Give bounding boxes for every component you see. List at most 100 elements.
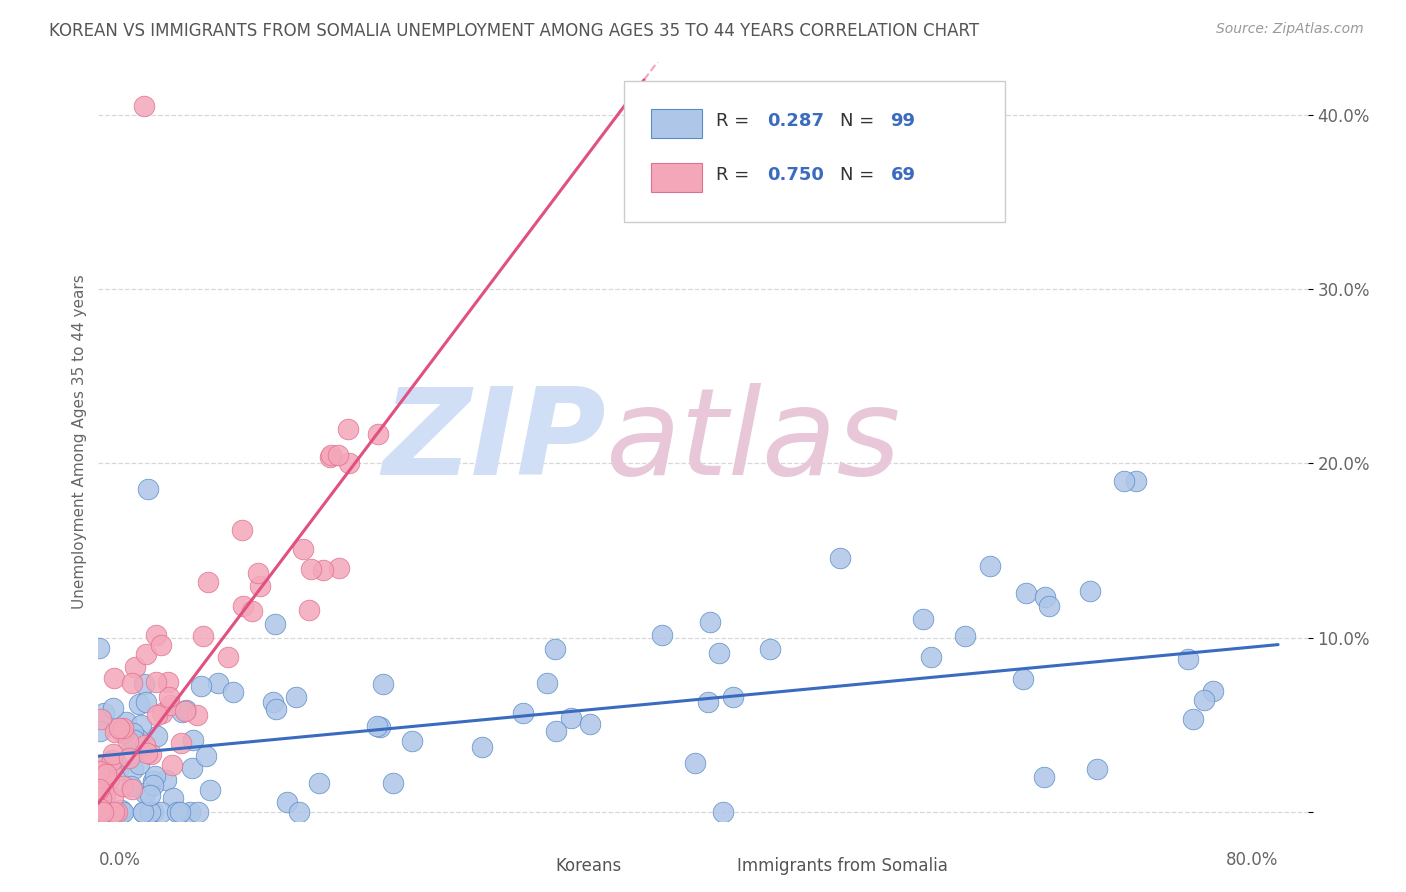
Point <box>103 671 125 685</box>
Point <box>828 551 851 566</box>
Point <box>157 690 180 704</box>
Point <box>145 769 167 783</box>
Text: Immigrants from Somalia: Immigrants from Somalia <box>737 857 948 875</box>
Point <box>721 690 744 705</box>
Point <box>1033 770 1056 784</box>
Point <box>104 805 127 819</box>
Point <box>298 603 321 617</box>
FancyBboxPatch shape <box>651 163 702 192</box>
Point <box>187 805 209 819</box>
Point <box>337 456 360 470</box>
Point <box>162 758 184 772</box>
Text: 69: 69 <box>890 167 915 185</box>
Point <box>87 641 110 656</box>
Point <box>132 676 155 690</box>
Point <box>368 720 391 734</box>
Point <box>134 99 156 113</box>
Point <box>179 805 201 819</box>
Point <box>953 629 976 643</box>
Point <box>90 712 112 726</box>
Point <box>366 426 388 441</box>
Point <box>249 579 271 593</box>
Point <box>156 674 179 689</box>
Point <box>90 759 112 773</box>
Point <box>276 796 298 810</box>
Point <box>1125 474 1147 488</box>
Point <box>1182 712 1205 726</box>
Point <box>155 773 177 788</box>
Text: Koreans: Koreans <box>555 857 621 875</box>
Text: 0.0%: 0.0% <box>98 851 141 869</box>
Point <box>291 542 314 557</box>
Point <box>124 659 146 673</box>
Point <box>111 721 134 735</box>
Point <box>94 761 117 775</box>
Point <box>711 805 734 819</box>
Point <box>91 800 114 814</box>
Y-axis label: Unemployment Among Ages 35 to 44 years: Unemployment Among Ages 35 to 44 years <box>72 274 87 609</box>
Point <box>138 788 160 802</box>
Point <box>94 772 117 787</box>
Point <box>207 676 229 690</box>
Point <box>122 733 145 747</box>
Point <box>115 714 138 729</box>
Point <box>91 772 114 787</box>
Point <box>1012 672 1035 686</box>
Point <box>181 733 204 747</box>
Point <box>139 747 162 762</box>
Point <box>94 766 117 780</box>
Point <box>264 701 287 715</box>
Point <box>121 763 143 777</box>
Point <box>132 805 155 819</box>
Point <box>105 805 128 819</box>
Text: Source: ZipAtlas.com: Source: ZipAtlas.com <box>1216 22 1364 37</box>
Point <box>134 738 156 752</box>
Point <box>336 422 359 436</box>
Point <box>121 676 143 690</box>
Point <box>512 706 534 720</box>
Point <box>150 639 173 653</box>
Point <box>138 805 160 819</box>
FancyBboxPatch shape <box>651 109 702 137</box>
Point <box>471 740 494 755</box>
Point <box>169 805 191 819</box>
Point <box>231 523 253 537</box>
Point <box>135 747 157 761</box>
Point <box>1038 599 1060 614</box>
Point <box>112 805 135 819</box>
Point <box>93 797 115 811</box>
Point <box>217 649 239 664</box>
Point <box>135 647 157 661</box>
Point <box>221 685 243 699</box>
Point <box>544 642 567 657</box>
Point <box>146 729 169 743</box>
Point <box>1177 652 1199 666</box>
Point <box>120 780 142 794</box>
Point <box>101 789 124 804</box>
Point <box>232 599 254 614</box>
Point <box>326 448 349 462</box>
Point <box>90 789 112 803</box>
Point <box>90 802 112 816</box>
Text: N =: N = <box>839 112 880 130</box>
Point <box>103 805 125 819</box>
Point <box>107 763 129 777</box>
Point <box>651 628 673 642</box>
Point <box>181 761 204 775</box>
Point <box>142 778 165 792</box>
Point <box>132 805 155 819</box>
Point <box>112 725 135 739</box>
Point <box>1112 474 1135 488</box>
Point <box>110 803 132 817</box>
Point <box>90 791 112 805</box>
Point <box>312 563 335 577</box>
Point <box>195 749 218 764</box>
Point <box>89 805 111 819</box>
Point <box>97 805 120 819</box>
Point <box>1078 584 1101 599</box>
Point <box>174 703 197 717</box>
Point <box>560 711 582 725</box>
Point <box>193 629 215 643</box>
Point <box>911 612 934 626</box>
Point <box>284 690 307 704</box>
